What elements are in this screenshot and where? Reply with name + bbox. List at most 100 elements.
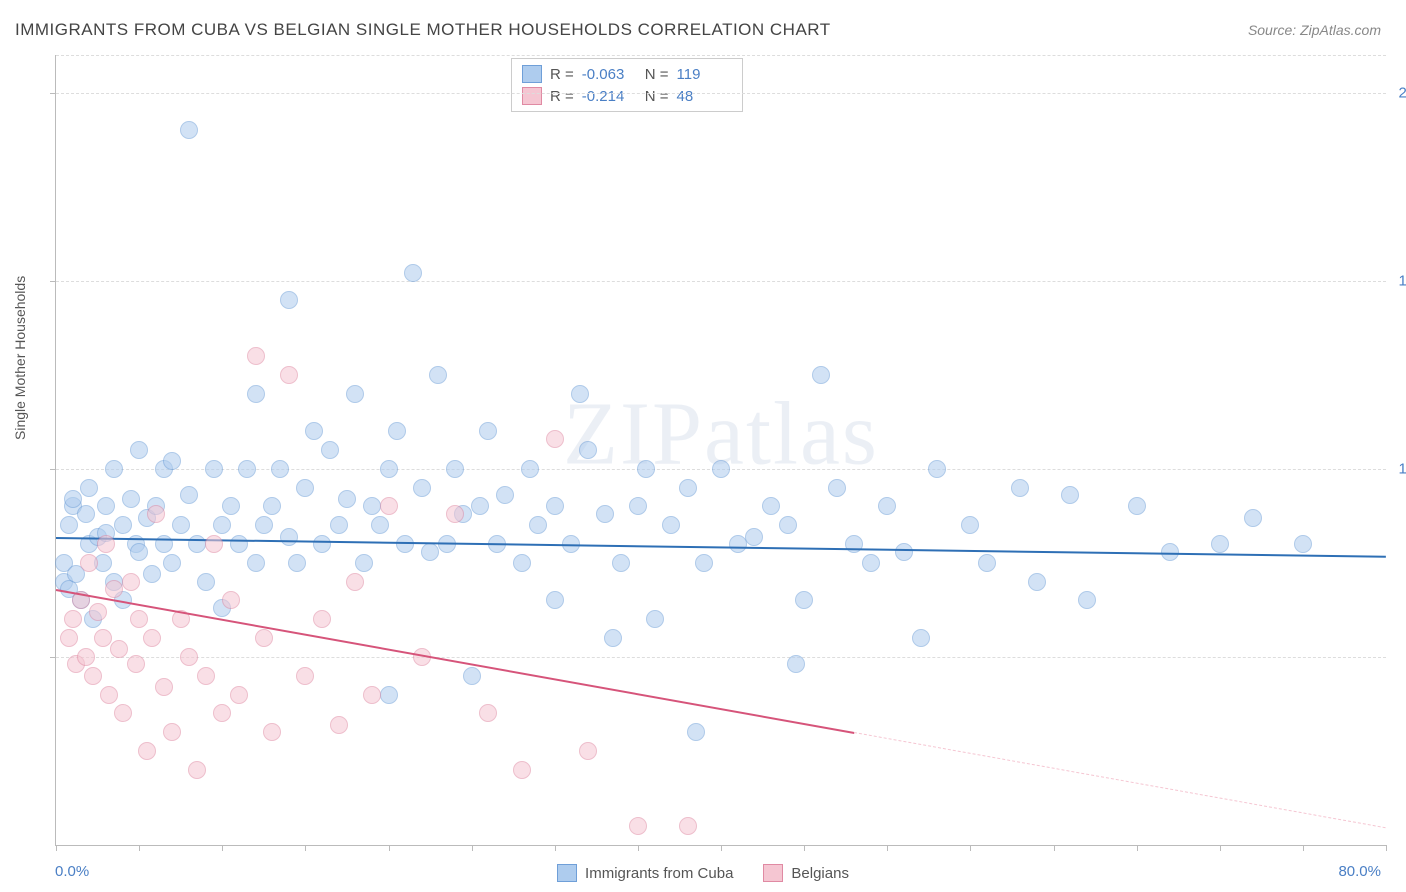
data-point [222,497,240,515]
data-point [138,742,156,760]
data-point [546,591,564,609]
data-point [695,554,713,572]
stats-row-belgians: R = -0.214 N = 48 [522,85,732,107]
data-point [546,430,564,448]
data-point [380,686,398,704]
data-point [130,610,148,628]
data-point [64,490,82,508]
yaxis-tick: 20.0% [1391,84,1406,101]
data-point [110,640,128,658]
data-point [662,516,680,534]
data-point [247,385,265,403]
data-point [147,505,165,523]
data-point [795,591,813,609]
data-point [371,516,389,534]
data-point [878,497,896,515]
data-point [163,723,181,741]
data-point [213,704,231,722]
data-point [89,603,107,621]
data-point [346,573,364,591]
data-point [197,573,215,591]
data-point [238,460,256,478]
data-point [77,505,95,523]
data-point [679,479,697,497]
data-point [629,497,647,515]
data-point [143,629,161,647]
data-point [296,479,314,497]
data-point [105,580,123,598]
data-point [205,535,223,553]
data-point [446,460,464,478]
data-point [579,441,597,459]
data-point [105,460,123,478]
source-attribution: Source: ZipAtlas.com [1248,22,1381,38]
data-point [388,422,406,440]
data-point [180,648,198,666]
data-point [143,565,161,583]
data-point [579,742,597,760]
data-point [779,516,797,534]
data-point [97,497,115,515]
data-point [637,460,655,478]
data-point [529,516,547,534]
data-point [363,686,381,704]
data-point [513,554,531,572]
data-point [513,761,531,779]
data-point [363,497,381,515]
plot-area: ZIPatlas R = -0.063 N = 119 R = -0.214 N… [55,55,1386,846]
data-point [114,704,132,722]
data-point [97,535,115,553]
data-point [612,554,630,572]
data-point [745,528,763,546]
data-point [172,516,190,534]
data-point [546,497,564,515]
yaxis-tick: 15.0% [1391,272,1406,289]
data-point [64,610,82,628]
data-point [396,535,414,553]
data-point [84,667,102,685]
data-point [787,655,805,673]
data-point [60,516,78,534]
data-point [288,554,306,572]
trend-line [56,589,854,734]
legend: Immigrants from Cuba Belgians [0,864,1406,882]
data-point [271,460,289,478]
data-point [296,667,314,685]
data-point [521,460,539,478]
yaxis-label: Single Mother Households [12,276,28,440]
data-point [912,629,930,647]
data-point [163,452,181,470]
data-point [230,535,248,553]
data-point [180,486,198,504]
data-point [114,516,132,534]
data-point [479,704,497,722]
data-point [446,505,464,523]
data-point [404,264,422,282]
data-point [247,347,265,365]
data-point [130,543,148,561]
data-point [122,573,140,591]
data-point [380,460,398,478]
data-point [94,629,112,647]
data-point [978,554,996,572]
data-point [127,655,145,673]
legend-swatch-cuba [557,864,577,882]
data-point [280,366,298,384]
n-value-belgians: 48 [677,88,732,105]
legend-item-belgians: Belgians [763,864,849,882]
gridline [56,93,1386,94]
data-point [321,441,339,459]
data-point [80,479,98,497]
data-point [712,460,730,478]
stats-row-cuba: R = -0.063 N = 119 [522,63,732,85]
data-point [263,497,281,515]
data-point [77,648,95,666]
data-point [895,543,913,561]
data-point [213,516,231,534]
data-point [100,686,118,704]
data-point [280,528,298,546]
data-point [255,629,273,647]
data-point [928,460,946,478]
data-point [571,385,589,403]
data-point [1211,535,1229,553]
